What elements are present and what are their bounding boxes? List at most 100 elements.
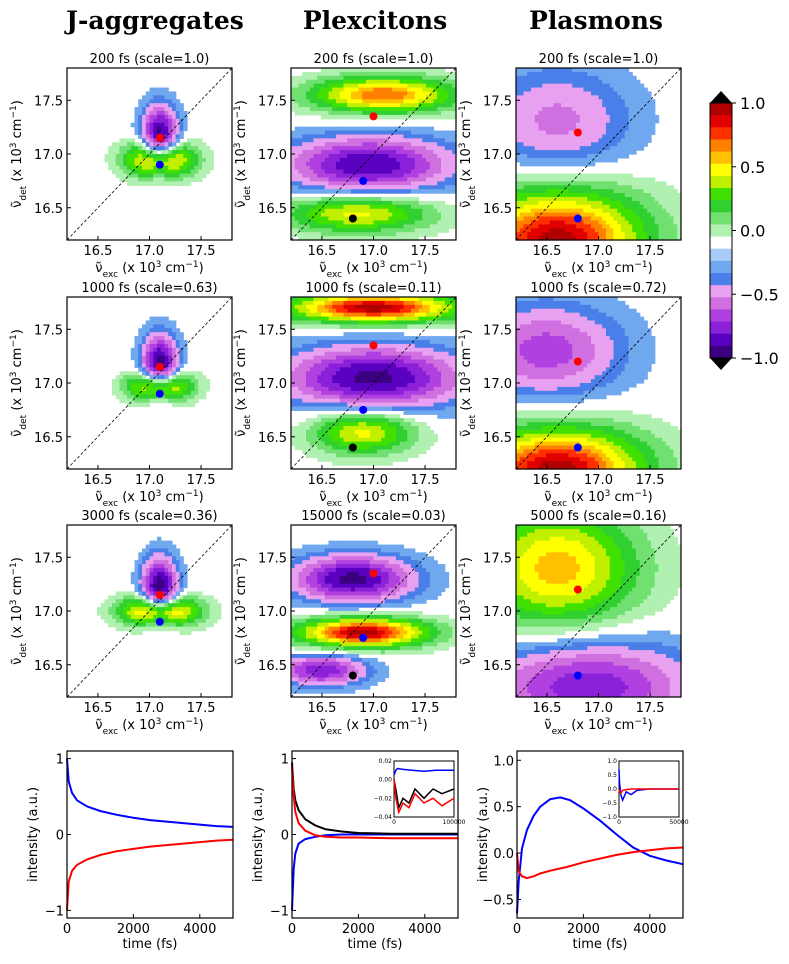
heatmap-cell [564, 216, 570, 222]
heatmap-cell [549, 161, 555, 167]
heatmap-cell [298, 134, 303, 139]
heatmap-cell [422, 87, 427, 93]
heatmap-cell [422, 154, 427, 159]
heatmap-cell [313, 228, 318, 233]
heatmap-cell [579, 142, 585, 147]
heatmap-cell [123, 386, 128, 392]
heatmap-cell [362, 379, 367, 384]
heatmap-cell [302, 445, 307, 451]
heatmap-cell [351, 383, 356, 388]
heatmap-cell [534, 157, 540, 163]
heatmap-cell [587, 122, 592, 128]
heatmap-cell [351, 426, 356, 431]
heatmap-cell [298, 130, 303, 136]
heatmap-cell [302, 161, 307, 167]
heatmap-cell [444, 157, 450, 163]
heatmap-cell [568, 232, 573, 237]
heatmap-cell [553, 138, 558, 143]
heatmap-cell [579, 130, 585, 136]
heatmap-cell [172, 402, 177, 408]
heatmap-cell [313, 91, 318, 96]
heatmap-cell [347, 461, 352, 466]
heatmap-cell [564, 154, 570, 159]
heatmap-cell [332, 422, 337, 427]
heatmap-cell [587, 224, 592, 229]
heatmap-cell [377, 95, 382, 100]
heatmap-cell [632, 228, 637, 233]
heatmap-cell [309, 347, 315, 353]
heatmap-cell [564, 236, 570, 241]
heatmap-cell [351, 68, 356, 73]
heatmap-cell [209, 161, 214, 167]
heatmap-cell [358, 429, 363, 435]
heatmap-cell [168, 122, 173, 128]
heatmap-cell [366, 95, 371, 100]
heatmap-cell [324, 134, 330, 139]
heatmap-cell [636, 87, 641, 93]
heatmap-cell [183, 114, 188, 120]
heatmap-cell [309, 336, 315, 341]
heatmap-cell [362, 83, 367, 89]
heatmap-cell [546, 161, 551, 167]
heatmap-cell [658, 228, 663, 233]
heatmap-cell [576, 224, 581, 229]
heatmap-cell [302, 185, 307, 190]
marker-red [369, 112, 378, 121]
heatmap-cell [157, 336, 162, 341]
heatmap-cell [624, 228, 630, 233]
heatmap-cell [175, 340, 181, 345]
heatmap-cell [587, 71, 592, 77]
heatmap-cell [324, 150, 330, 155]
heatmap-cell [628, 91, 633, 96]
heatmap-cell [175, 173, 181, 179]
heatmap-cell [561, 95, 566, 100]
heatmap-cell [636, 118, 641, 124]
heatmap-cell [336, 355, 341, 361]
heatmap-cell [339, 232, 345, 237]
heatmap-cell [298, 185, 303, 190]
heatmap-cell [426, 75, 431, 81]
heatmap-cell [583, 173, 588, 179]
heatmap-cell [343, 304, 348, 310]
heatmap-cell [583, 181, 588, 186]
heatmap-cell [609, 87, 615, 93]
heatmap-cell [549, 68, 555, 73]
heatmap-cell [557, 224, 562, 229]
heatmap-cell [553, 189, 558, 194]
heatmap-cell [294, 75, 300, 81]
heatmap-cell [347, 189, 352, 194]
heatmap-cell [373, 134, 378, 139]
heatmap-cell [591, 103, 596, 108]
heatmap-cell [306, 351, 311, 357]
heatmap-cell [149, 181, 154, 186]
heatmap-cell [636, 91, 641, 96]
heatmap-cell [153, 336, 158, 341]
heatmap-cell [546, 224, 551, 229]
heatmap-cell [658, 193, 663, 198]
heatmap-cell [328, 308, 333, 314]
heatmap-cell [306, 189, 311, 194]
heatmap-cell [624, 200, 630, 206]
heatmap-cell [309, 316, 315, 322]
heatmap-cell [388, 130, 393, 136]
heatmap-cell [647, 185, 652, 190]
heatmap-cell [145, 324, 151, 329]
heatmap-cell [328, 197, 333, 202]
marker-blue [573, 214, 582, 223]
y-tick-label: 16.5 [34, 431, 63, 446]
heatmap-cell [572, 68, 577, 73]
heatmap-cell [332, 343, 337, 349]
heatmap-cell [583, 122, 588, 128]
heatmap-cell [332, 367, 337, 372]
heatmap-cell [172, 107, 177, 112]
heatmap-cell [392, 91, 397, 96]
heatmap-cell [127, 379, 132, 384]
heatmap-cell [321, 308, 326, 314]
heatmap-cell [362, 363, 367, 368]
heatmap-cell [523, 173, 528, 179]
heatmap-cell [291, 300, 296, 306]
heatmap-cell [414, 165, 420, 171]
heatmap-cell [130, 169, 136, 175]
heatmap-cell [534, 200, 540, 206]
heatmap-cell [317, 197, 322, 202]
